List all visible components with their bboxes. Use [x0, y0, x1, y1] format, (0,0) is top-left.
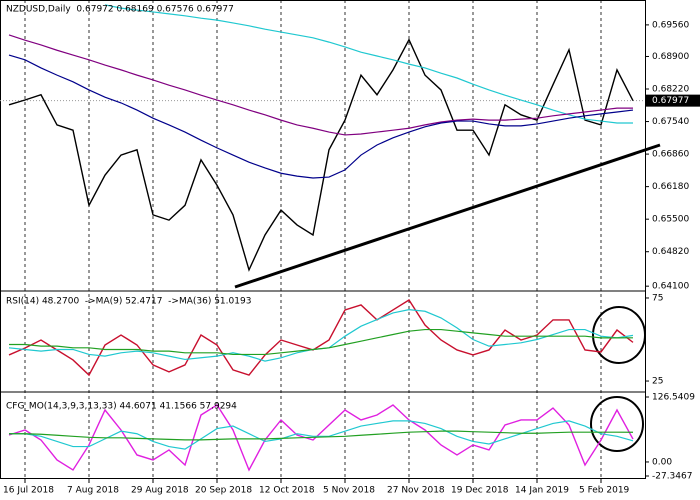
x-tick-label: 7 Aug 2018	[67, 486, 119, 496]
x-tick-label: 19 Dec 2018	[451, 486, 509, 496]
series-line	[8, 404, 634, 472]
series-line	[9, 328, 634, 356]
panel-title: NZDUSD,Daily 0.67972 0.68169 0.67576 0.6…	[6, 5, 234, 15]
y-tick-label: 0.64100	[652, 282, 689, 292]
x-tick-label: 20 Sep 2018	[195, 486, 252, 496]
last-price-label: 0.67977	[652, 96, 689, 106]
trendline	[234, 143, 661, 289]
x-tick-label: 27 Nov 2018	[387, 486, 445, 496]
y-tick-label: 75	[652, 293, 663, 303]
y-tick-label: 0.67540	[652, 117, 689, 127]
y-tick-label: 0.66860	[652, 150, 689, 160]
y-tick-label: 0.68900	[652, 52, 689, 62]
series-line	[9, 420, 634, 450]
y-tick-label: 0.69560	[652, 20, 689, 30]
highlight-circle	[590, 396, 644, 452]
y-tick-label: -27.3467	[652, 472, 692, 482]
panel-title: RSI(14) 48.2700 ->MA(9) 52.4717 ->MA(36)…	[6, 297, 251, 307]
x-tick-label: 16 Jul 2018	[3, 486, 54, 496]
x-tick-label: 29 Aug 2018	[131, 486, 189, 496]
y-tick-label: 25	[652, 377, 663, 387]
series-line	[8, 34, 633, 136]
series-line	[8, 54, 634, 179]
series-line	[104, 4, 633, 124]
y-tick-label: 0.68220	[652, 85, 689, 95]
panel-title: CFG_MO(14,3,9,3,13,33) 44.6071 41.1566 5…	[6, 402, 237, 412]
x-tick-label: 14 Jan 2019	[515, 486, 569, 496]
series-line	[8, 299, 634, 377]
plot-frame	[0, 0, 646, 479]
last-price-tag	[646, 94, 700, 107]
y-tick-label: 0.64820	[652, 247, 689, 257]
highlight-circle	[592, 306, 646, 364]
y-tick-label: 0.66180	[652, 182, 689, 192]
series-line	[8, 38, 634, 272]
y-tick-label: 0.65500	[652, 215, 689, 225]
y-tick-label: 126.5409	[652, 393, 695, 403]
y-tick-label: 0.00	[652, 457, 672, 467]
series-line	[9, 430, 634, 441]
x-tick-label: 5 Feb 2019	[579, 486, 630, 496]
x-tick-label: 5 Nov 2018	[323, 486, 375, 496]
x-tick-label: 12 Oct 2018	[259, 486, 315, 496]
